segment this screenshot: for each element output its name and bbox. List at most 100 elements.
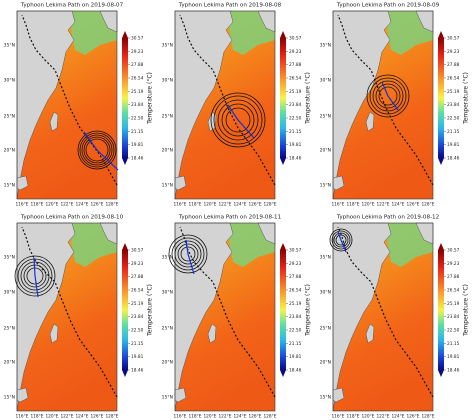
panel-title: Typhoon Lekima Path on 2019-08-10 <box>20 215 124 221</box>
colorbar-tick-label: 27.88 <box>131 274 144 280</box>
lat-label: 20°N <box>162 360 173 366</box>
colorbar-top <box>280 31 286 38</box>
colorbar-tick-label: 19.81 <box>289 354 302 360</box>
colorbar-tick-label: 23.84 <box>131 102 144 108</box>
lat-label: 35°N <box>320 43 331 49</box>
lon-label: 126°E <box>248 202 261 208</box>
lon-label: 124°E <box>233 414 246 420</box>
lat-label: 15°N <box>320 183 331 189</box>
colorbar-tick-label: 29.23 <box>131 49 144 55</box>
lat-label: 20°N <box>4 360 15 366</box>
colorbar-tick-label: 26.54 <box>131 288 144 294</box>
colorbar-tick-label: 29.23 <box>447 49 460 55</box>
lon-label: 116°E <box>331 202 344 208</box>
colorbar-tick-label: 30.57 <box>289 248 302 254</box>
lon-label: 126°E <box>90 414 103 420</box>
track <box>21 14 118 186</box>
lon-label: 124°E <box>75 202 88 208</box>
lat-label: 30°N <box>320 290 331 296</box>
colorbar-bottom <box>280 158 286 165</box>
lon-label: 126°E <box>248 414 261 420</box>
lon-label: 122°E <box>218 202 231 208</box>
lon-label: 120°E <box>361 202 374 208</box>
colorbar-tick-label: 30.57 <box>447 248 460 254</box>
panel-title: Typhoon Lekima Path on 2019-08-08 <box>178 3 282 9</box>
taiwan <box>365 111 375 132</box>
wind-circle <box>366 74 410 118</box>
lon-label: 118°E <box>188 202 201 208</box>
colorbar-tick-label: 21.15 <box>131 341 144 347</box>
lon-label: 126°E <box>90 202 103 208</box>
colorbar-bottom <box>122 370 128 377</box>
lon-label: 116°E <box>173 202 186 208</box>
colorbar-label: Temperature (°C) <box>305 284 312 337</box>
wind-circle <box>77 130 117 170</box>
lat-label: 25°N <box>320 326 331 332</box>
lon-label: 122°E <box>218 414 231 420</box>
map-panel: Typhoon Lekima Path on 2019-08-09 35°N 30°… <box>320 3 470 208</box>
lat-label: 35°N <box>4 255 15 261</box>
storm-path <box>83 131 119 171</box>
colorbar-bottom <box>438 370 444 377</box>
lon-label: 118°E <box>188 414 201 420</box>
colorbar-tick-label: 25.19 <box>447 89 460 95</box>
colorbar-tick-label: 21.15 <box>447 129 460 135</box>
colorbar-bottom <box>438 158 444 165</box>
wind-circle <box>213 95 263 145</box>
colorbar-tick-label: 22.50 <box>289 116 302 122</box>
lon-label: 124°E <box>391 414 404 420</box>
map-panel: Typhoon Lekima Path on 2019-08-07 35°N 30°… <box>4 3 154 208</box>
taiwan <box>49 323 59 344</box>
lon-label: 120°E <box>361 414 374 420</box>
colorbar-tick-label: 30.57 <box>447 36 460 42</box>
panel-title: Typhoon Lekima Path on 2019-08-11 <box>178 215 282 221</box>
colorbar-tick-label: 25.19 <box>131 301 144 307</box>
colorbar-tick-label: 30.57 <box>289 36 302 42</box>
colorbar-tick-label: 18.46 <box>289 368 302 374</box>
colorbar-tick-label: 27.88 <box>447 274 460 280</box>
colorbar-label: Temperature (°C) <box>147 72 154 125</box>
lon-label: 122°E <box>376 202 389 208</box>
colorbar <box>122 38 128 158</box>
colorbar-top <box>438 31 444 38</box>
colorbar-tick-label: 21.15 <box>447 341 460 347</box>
lon-label: 124°E <box>233 202 246 208</box>
wind-circle <box>369 77 407 115</box>
map-frame <box>332 222 434 412</box>
colorbar-top <box>438 243 444 250</box>
colorbar-tick-label: 22.50 <box>131 116 144 122</box>
panel-title: Typhoon Lekima Path on 2019-08-07 <box>20 3 124 9</box>
lon-label: 116°E <box>331 414 344 420</box>
lat-label: 20°N <box>4 148 15 154</box>
mainland <box>16 10 76 200</box>
lon-label: 122°E <box>376 414 389 420</box>
colorbar <box>438 38 444 158</box>
wind-circle <box>217 99 259 141</box>
storm-path <box>33 257 39 298</box>
storm-path <box>381 81 399 111</box>
lat-label: 35°N <box>4 43 15 49</box>
wind-circle <box>329 228 353 252</box>
lon-label: 124°E <box>391 202 404 208</box>
lat-label: 35°N <box>162 255 173 261</box>
colorbar-tick-label: 25.19 <box>447 301 460 307</box>
wind-circle <box>168 234 208 274</box>
colorbar-tick-label: 23.84 <box>289 314 302 320</box>
lon-label: 128°E <box>105 414 118 420</box>
mainland <box>174 10 234 200</box>
colorbar-tick-label: 25.19 <box>289 89 302 95</box>
storm-path <box>227 104 255 139</box>
lon-label: 120°E <box>45 202 58 208</box>
map-frame <box>174 222 276 412</box>
colorbar-label: Temperature (°C) <box>305 72 312 125</box>
lon-label: 122°E <box>60 202 73 208</box>
taiwan <box>207 323 217 344</box>
wind-circle <box>177 243 199 265</box>
storm-path <box>337 231 347 253</box>
map-frame <box>332 10 434 200</box>
wind-circle <box>20 261 50 291</box>
map-panel: Typhoon Lekima Path on 2019-08-11 35°N 30°… <box>162 215 312 420</box>
wind-circle <box>333 232 349 248</box>
wind-circle <box>210 92 266 148</box>
lon-label: 124°E <box>75 414 88 420</box>
